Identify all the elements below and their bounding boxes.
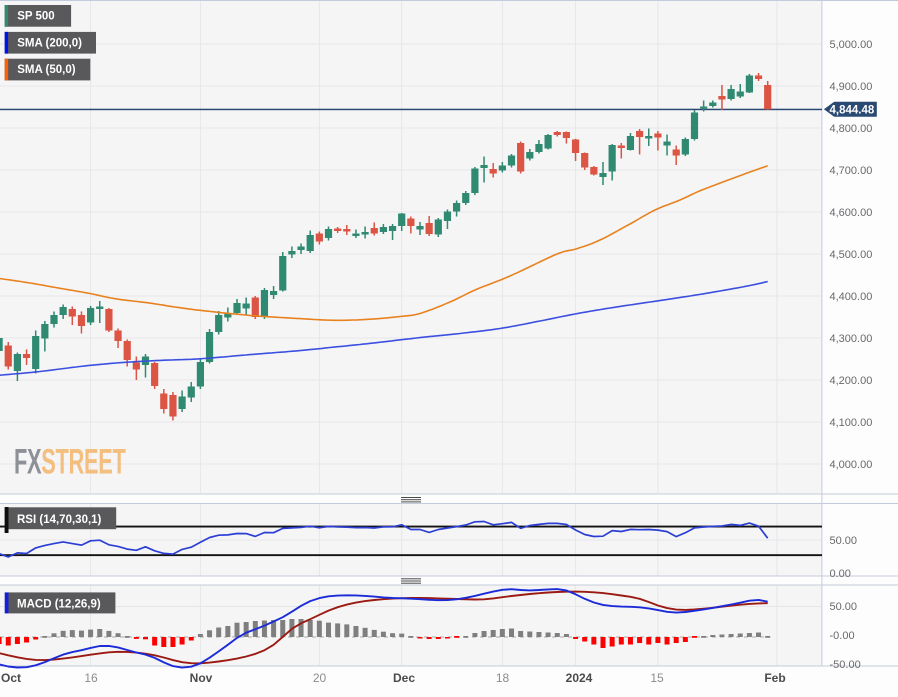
svg-text:4,200.00: 4,200.00 [830,375,873,387]
svg-text:Nov: Nov [190,671,213,685]
svg-text:4,900.00: 4,900.00 [830,81,873,93]
svg-text:Dec: Dec [393,671,415,685]
svg-text:MACD (12,26,9): MACD (12,26,9) [17,598,101,610]
svg-text:SMA (50,0): SMA (50,0) [17,64,76,76]
svg-text:18: 18 [496,671,510,685]
svg-text:15: 15 [650,671,664,685]
svg-text:4,100.00: 4,100.00 [830,417,873,429]
svg-text:4,400.00: 4,400.00 [830,291,873,303]
svg-text:4,500.00: 4,500.00 [830,249,873,261]
svg-text:Oct: Oct [1,671,21,685]
svg-text:FXSTREET: FXSTREET [14,442,126,482]
svg-text:SP 500: SP 500 [17,11,55,23]
svg-text:SMA (200,0): SMA (200,0) [17,37,82,49]
svg-text:-50.00: -50.00 [830,659,861,671]
svg-text:2024: 2024 [566,671,593,685]
svg-text:4,300.00: 4,300.00 [830,333,873,345]
svg-text:4,700.00: 4,700.00 [830,165,873,177]
svg-text:50.00: 50.00 [830,535,858,547]
svg-text:4,844.48: 4,844.48 [830,104,875,116]
svg-text:Feb: Feb [764,671,785,685]
svg-text:20: 20 [313,671,327,685]
svg-text:50.00: 50.00 [830,601,858,613]
svg-text:RSI (14,70,30,1): RSI (14,70,30,1) [17,514,102,526]
svg-text:4,800.00: 4,800.00 [830,123,873,135]
svg-text:0.00: 0.00 [830,568,851,580]
svg-text:5,000.00: 5,000.00 [830,39,873,51]
svg-text:4,000.00: 4,000.00 [830,459,873,471]
svg-text:-0.00: -0.00 [830,630,855,642]
svg-text:16: 16 [84,671,98,685]
svg-text:4,600.00: 4,600.00 [830,207,873,219]
